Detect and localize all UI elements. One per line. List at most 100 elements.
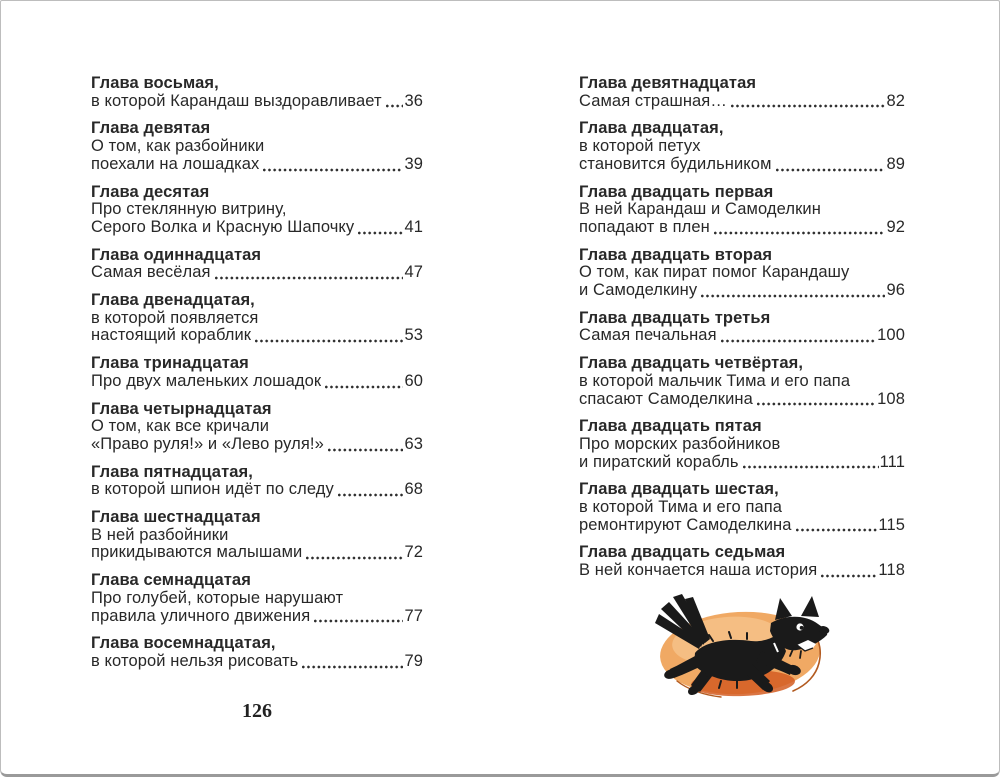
chapter-title: Глава двадцать седьмая [579,543,786,562]
chapter-title: Глава восьмая, [91,74,219,92]
chapter-title: Глава двадцать третья [579,308,771,327]
dot-leader [327,447,404,452]
chapter-page-number: 60 [404,371,423,390]
chapter-last-line: спасают Самоделкина 108 [579,390,905,409]
toc-entry: Глава девятая О том, как разбойники поехал… [91,120,423,173]
dot-leader [742,465,879,470]
chapter-subtitle-line: в которой петух [579,137,701,156]
chapter-last-line: В ней кончается наша история 118 [579,561,905,580]
chapter-title: Глава десятая [91,182,210,201]
dot-leader [701,293,886,298]
dot-leader [358,230,404,235]
chapter-last-line: в которой Карандаш выздоравливает 36 [91,91,423,111]
dot-leader [325,384,404,389]
chapter-page-number: 36 [404,91,423,110]
toc-entry: Глава восьмая, в которой Карандаш выздора… [91,74,423,111]
chapter-last-line: «Право руля!» и «Лево руля!» 63 [91,434,423,454]
chapter-title: Глава девятая [91,119,211,138]
chapter-last-line: ремонтируют Самоделкина 115 [579,515,905,535]
chapter-subtitle-line: и Самоделкину [579,281,698,300]
chapter-title: Глава пятнадцатая, [91,462,253,481]
chapter-page-number: 118 [878,561,905,580]
chapter-page-number: 41 [404,217,423,236]
chapter-last-line: попадают в плен 92 [579,218,905,237]
chapter-title: Глава двадцать четвёртая, [579,354,804,373]
chapter-page-number: 53 [404,326,423,345]
toc-entry: Глава двадцать третья Самая печальная 100 [579,308,905,345]
dot-leader [795,528,878,533]
toc-entry: Глава девятнадцатая Самая страшная… 82 [579,74,905,110]
chapter-subtitle-line: Самая весёлая [91,263,211,282]
dot-leader [720,339,877,344]
chapter-subtitle-line: поехали на лошадках [91,154,260,173]
chapter-subtitle-line: О том, как пират помог Карандашу [579,263,850,282]
chapter-page-number: 68 [404,480,423,499]
chapter-title: Глава двадцать шестая, [579,480,779,499]
chapter-page-number: 72 [404,543,423,562]
toc-entry: Глава семнадцатая Про голубей, которые на… [91,571,423,626]
dot-leader [302,664,404,669]
chapter-title: Глава шестнадцатая [91,508,261,527]
toc-entry: Глава двадцать первая В ней Карандаш и Са… [579,182,905,237]
dot-leader [756,402,877,407]
chapter-title: Глава двадцать пятая [579,417,762,436]
dot-leader [337,493,404,498]
running-dog-illustration [655,594,830,698]
chapter-last-line: в которой шпион идёт по следу 68 [91,481,423,499]
chapter-page-number: 77 [404,606,423,625]
chapter-subtitle-line: Про голубей, которые нарушают [91,588,344,607]
chapter-subtitle-line: ремонтируют Самоделкина [579,515,792,534]
chapter-title: Глава девятнадцатая [579,74,757,92]
chapter-subtitle-line: О том, как все кричали [91,417,270,436]
chapter-page-number: 47 [404,263,423,282]
toc-entry: Глава четырнадцатая О том, как все кричал… [91,399,423,454]
toc-entry: Глава двадцать четвёртая, в которой мальч… [579,354,905,409]
chapter-title: Глава двадцать первая [579,182,774,201]
chapter-page-number: 115 [878,515,905,534]
toc-column-left: Глава восьмая, в которой Карандаш выздора… [91,74,423,681]
dot-leader [385,104,404,109]
chapter-last-line: настоящий кораблик 53 [91,327,423,345]
chapter-page-number: 82 [886,91,905,110]
chapter-subtitle-line: В ней Карандаш и Самоделкин [579,200,821,219]
chapter-title: Глава четырнадцатая [91,399,272,418]
toc-entry: Глава двадцать вторая О том, как пират по… [579,246,905,300]
chapter-last-line: и пиратский корабль 111 [579,452,905,472]
toc-entry: Глава двадцатая, в которой петух становитс… [579,120,905,173]
chapter-subtitle-line: в которой появляется [91,308,259,327]
chapter-subtitle-line: в которой шпион идёт по следу [91,480,334,499]
black-dog [655,594,830,695]
chapter-last-line: в которой нельзя рисовать 79 [91,651,423,671]
toc-entry: Глава двадцать шестая, в которой Тима и е… [579,481,905,534]
chapter-last-line: правила уличного движения 77 [91,606,423,626]
dot-leader [314,619,404,624]
chapter-subtitle-line: Самая страшная… [579,91,727,110]
toc-entry: Глава пятнадцатая, в которой шпион идёт п… [91,462,423,499]
chapter-subtitle-line: настоящий кораблик [91,326,252,345]
chapter-subtitle-line: прикидываются малышами [91,543,303,562]
chapter-subtitle-line: в которой мальчик Тима и его папа [579,371,851,390]
chapter-last-line: Самая весёлая 47 [91,264,423,282]
toc-column-right: Глава девятнадцатая Самая страшная… 82 Глав… [579,74,905,590]
chapter-title: Глава двенадцатая, [91,291,255,310]
toc-entry: Глава двадцать седьмая В ней кончается на… [579,544,905,579]
chapter-subtitle-line: Про морских разбойников [579,434,781,453]
toc-entry: Глава десятая Про стеклянную витрину, Серо… [91,182,423,237]
chapter-page-number: 79 [404,651,423,670]
chapter-last-line: Серого Волка и Красную Шапочку 41 [91,217,423,237]
toc-entry: Глава двадцать пятая Про морских разбойни… [579,418,905,471]
chapter-subtitle-line: в которой Тима и его папа [579,498,783,517]
chapter-subtitle-line: В ней разбойники [91,525,229,544]
dot-leader [821,573,878,578]
toc-entry: Глава одиннадцатая Самая весёлая 47 [91,246,423,282]
chapter-page-number: 111 [879,452,905,471]
chapter-page-number: 39 [404,154,423,173]
chapter-subtitle-line: становится будильником [579,154,772,173]
chapter-subtitle-line: Серого Волка и Красную Шапочку [91,217,355,236]
chapter-last-line: Про двух маленьких лошадок 60 [91,371,423,391]
chapter-last-line: прикидываются малышами 72 [91,544,423,562]
chapter-page-number: 100 [877,326,905,345]
chapter-subtitle-line: Про двух маленьких лошадок [91,371,322,390]
chapter-subtitle-line: «Право руля!» и «Лево руля!» [91,434,324,453]
